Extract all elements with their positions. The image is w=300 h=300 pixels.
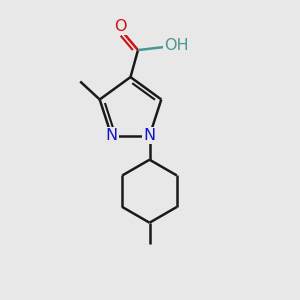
Text: O: O bbox=[114, 19, 126, 34]
Text: OH: OH bbox=[164, 38, 188, 53]
Text: N: N bbox=[143, 128, 156, 143]
Text: N: N bbox=[105, 128, 118, 143]
